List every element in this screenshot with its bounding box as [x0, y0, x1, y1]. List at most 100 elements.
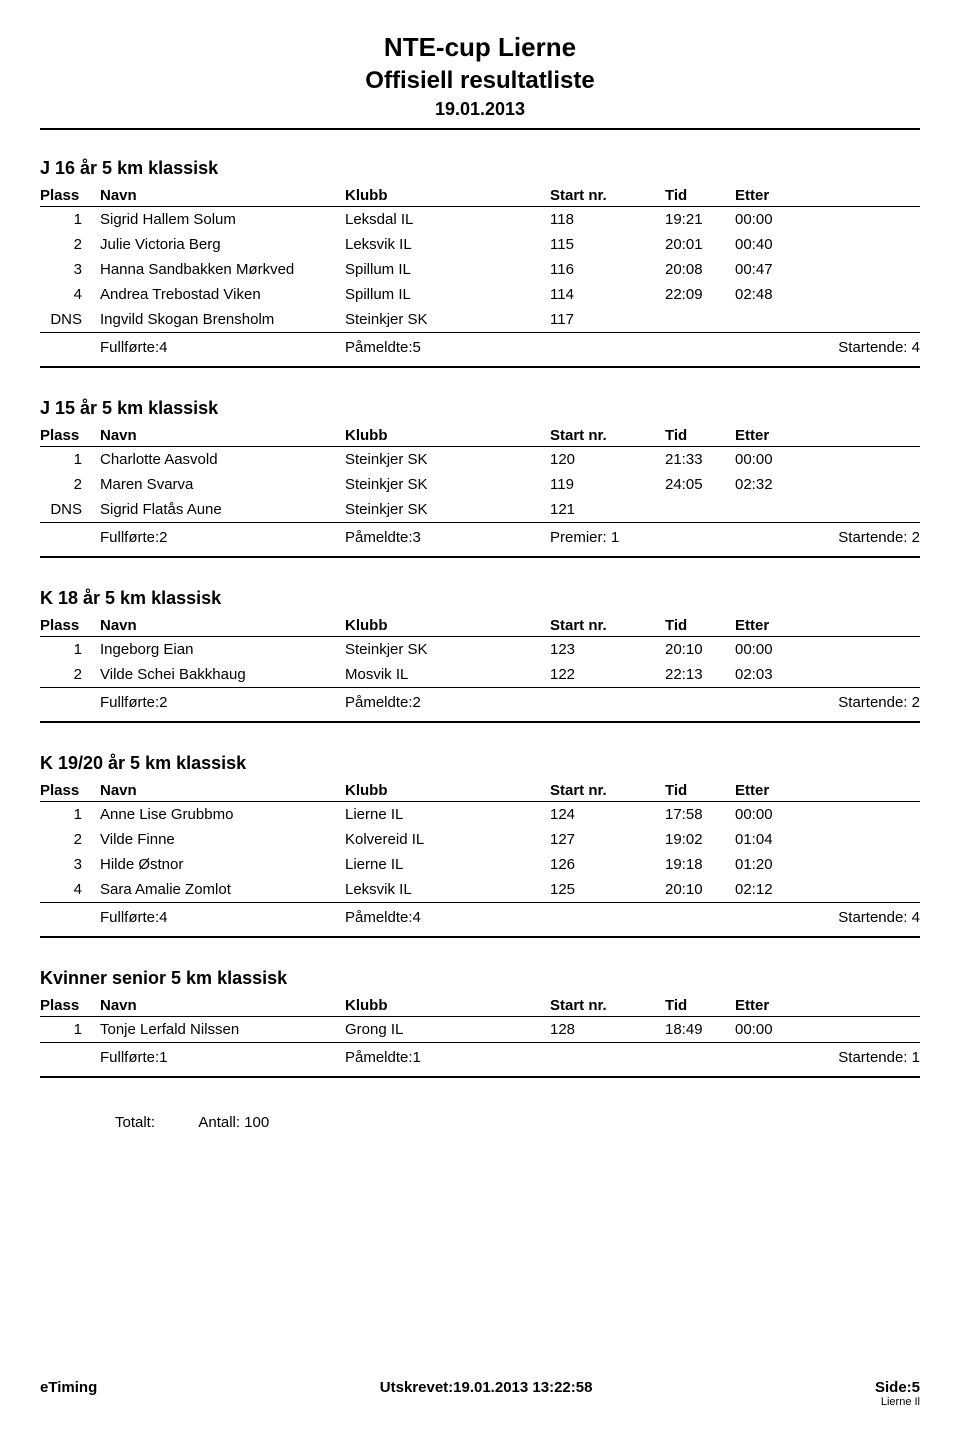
cell-klubb: Spillum IL: [345, 257, 550, 282]
cell-plass: 2: [40, 662, 100, 687]
cell-navn: Hanna Sandbakken Mørkved: [100, 257, 345, 282]
result-section: K 19/20 år 5 km klassisk PlassNavnKlubb St…: [40, 753, 920, 940]
cell-startnr: 123: [550, 637, 665, 662]
col-header-etter: Etter: [735, 995, 920, 1016]
page-subtitle: Offisiell resultatliste: [40, 65, 920, 97]
cell-startnr: 119: [550, 472, 665, 497]
cell-startnr: 120: [550, 447, 665, 472]
summary-fullforte: Fullførte:2: [100, 688, 345, 715]
col-header-klubb: Klubb: [345, 615, 550, 636]
table-row: DNSSigrid Flatås AuneSteinkjer SK121: [40, 497, 920, 522]
total-label: Totalt:: [115, 1114, 195, 1131]
cell-navn: Vilde Finne: [100, 827, 345, 852]
cell-tid: 20:10: [665, 637, 735, 662]
col-header-plass: Plass: [40, 780, 100, 801]
cell-etter: 00:47: [735, 257, 920, 282]
sections-container: J 16 år 5 km klassiskPlassNavnKlubbStart…: [40, 158, 920, 1080]
col-header-startnr: Start nr.: [550, 185, 665, 206]
col-header-klubb: Klubb: [345, 185, 550, 206]
summary-startende: Startende: 4: [665, 903, 920, 930]
cell-tid: 20:08: [665, 257, 735, 282]
table-row: 1Sigrid Hallem SolumLeksdal IL11819:2100…: [40, 207, 920, 232]
cell-startnr: 121: [550, 497, 665, 522]
cell-klubb: Leksdal IL: [345, 207, 550, 232]
cell-klubb: Steinkjer SK: [345, 447, 550, 472]
cell-plass: 3: [40, 257, 100, 282]
table-row: 4Sara Amalie ZomlotLeksvik IL12520:1002:…: [40, 877, 920, 902]
cell-plass: 1: [40, 207, 100, 232]
section-title: J 16 år 5 km klassisk: [40, 158, 920, 179]
cell-plass: 1: [40, 802, 100, 827]
col-header-etter: Etter: [735, 780, 920, 801]
cell-startnr: 114: [550, 282, 665, 307]
summary-row: Fullførte:2Påmeldte:2Startende: 2: [40, 688, 920, 715]
table-row: 2Vilde Schei BakkhaugMosvik IL12222:1302…: [40, 662, 920, 687]
cell-tid: 20:01: [665, 232, 735, 257]
cell-klubb: Steinkjer SK: [345, 472, 550, 497]
page-header: NTE-cup Lierne Offisiell resultatliste 1…: [40, 30, 920, 120]
cell-startnr: 117: [550, 307, 665, 332]
cell-plass: 2: [40, 827, 100, 852]
col-header-tid: Tid: [665, 185, 735, 206]
cell-tid: 21:33: [665, 447, 735, 472]
cell-klubb: Steinkjer SK: [345, 637, 550, 662]
cell-etter: 02:32: [735, 472, 920, 497]
rule: [40, 721, 920, 723]
cell-tid: 24:05: [665, 472, 735, 497]
cell-klubb: Leksvik IL: [345, 877, 550, 902]
cell-navn: Anne Lise Grubbmo: [100, 802, 345, 827]
cell-etter: 02:03: [735, 662, 920, 687]
summary-row: Fullførte:2Påmeldte:3Premier: 1Startende…: [40, 523, 920, 550]
total-line: Totalt: Antall: 100: [115, 1114, 920, 1131]
summary-startende: Startende: 4: [665, 333, 920, 360]
col-header-klubb: Klubb: [345, 780, 550, 801]
table-row: DNSIngvild Skogan BrensholmSteinkjer SK1…: [40, 307, 920, 332]
section-title: J 15 år 5 km klassisk: [40, 398, 920, 419]
col-header-etter: Etter: [735, 615, 920, 636]
cell-etter: 02:12: [735, 877, 920, 902]
result-table: PlassNavnKlubbStart nr.TidEtter1Ingeborg…: [40, 615, 920, 725]
cell-tid: 19:18: [665, 852, 735, 877]
cell-etter: 01:04: [735, 827, 920, 852]
col-header-etter: Etter: [735, 425, 920, 446]
cell-klubb: Leksvik IL: [345, 232, 550, 257]
page-footer: eTiming Utskrevet:19.01.2013 13:22:58 Si…: [40, 1379, 920, 1408]
footer-right: Side:5 Lierne Il: [875, 1379, 920, 1408]
col-header-klubb: Klubb: [345, 995, 550, 1016]
summary-startende: Startende: 1: [665, 1043, 920, 1070]
cell-navn: Ingeborg Eian: [100, 637, 345, 662]
result-section: J 15 år 5 km klassiskPlassNavnKlubbStart…: [40, 398, 920, 560]
summary-premier: [550, 333, 665, 360]
cell-tid: 17:58: [665, 802, 735, 827]
col-header-navn: Navn: [100, 780, 345, 801]
table-row: 4Andrea Trebostad VikenSpillum IL11422:0…: [40, 282, 920, 307]
table-row: 3Hilde ØstnorLierne IL12619:1801:20: [40, 852, 920, 877]
cell-startnr: 118: [550, 207, 665, 232]
col-header-startnr: Start nr.: [550, 995, 665, 1016]
table-row: 3Hanna Sandbakken MørkvedSpillum IL11620…: [40, 257, 920, 282]
cell-navn: Ingvild Skogan Brensholm: [100, 307, 345, 332]
summary-premier: [550, 903, 665, 930]
cell-etter: 01:20: [735, 852, 920, 877]
result-table: PlassNavnKlubbStart nr.TidEtter1Tonje Le…: [40, 995, 920, 1080]
col-header-tid: Tid: [665, 615, 735, 636]
cell-navn: Sara Amalie Zomlot: [100, 877, 345, 902]
cell-klubb: Lierne IL: [345, 852, 550, 877]
cell-klubb: Kolvereid IL: [345, 827, 550, 852]
summary-pameldte: Påmeldte:4: [345, 903, 550, 930]
col-header-klubb: Klubb: [345, 425, 550, 446]
cell-startnr: 124: [550, 802, 665, 827]
col-header-navn: Navn: [100, 995, 345, 1016]
summary-premier: [550, 1043, 665, 1070]
cell-etter: [735, 497, 920, 522]
section-title: K 19/20 år 5 km klassisk: [40, 753, 920, 774]
cell-plass: 4: [40, 877, 100, 902]
cell-navn: Sigrid Hallem Solum: [100, 207, 345, 232]
table-row: 2Maren SvarvaSteinkjer SK11924:0502:32: [40, 472, 920, 497]
col-header-navn: Navn: [100, 425, 345, 446]
col-header-tid: Tid: [665, 780, 735, 801]
table-row: 1Tonje Lerfald NilssenGrong IL12818:4900…: [40, 1017, 920, 1042]
summary-pameldte: Påmeldte:3: [345, 523, 550, 550]
col-header-plass: Plass: [40, 425, 100, 446]
summary-pameldte: Påmeldte:1: [345, 1043, 550, 1070]
